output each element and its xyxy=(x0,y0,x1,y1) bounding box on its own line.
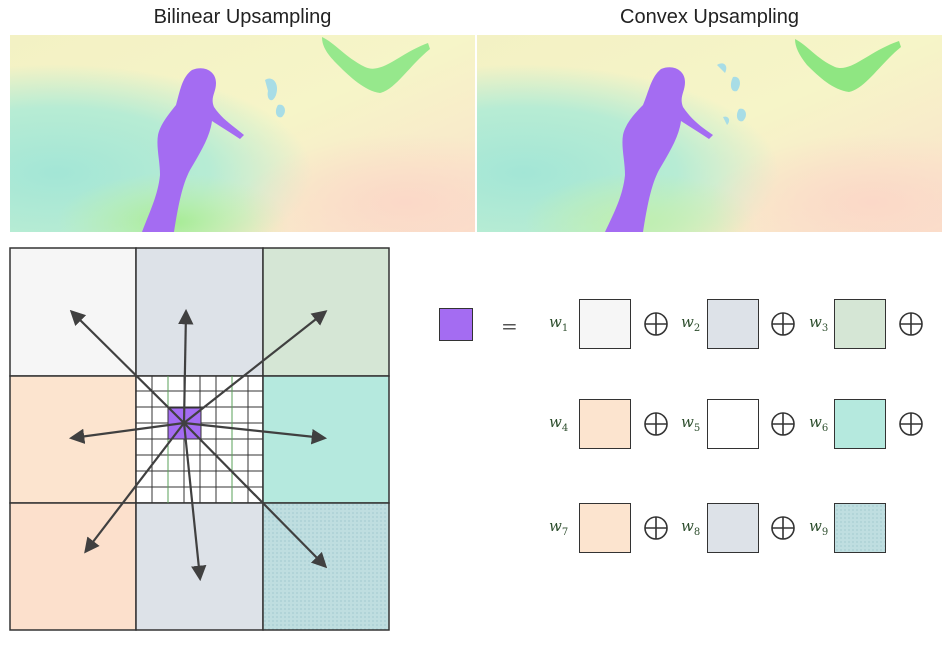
grid-cell-2 xyxy=(135,247,264,377)
weight-swatch-4 xyxy=(579,399,631,449)
circled-plus-icon xyxy=(770,515,796,541)
weight-label-8: w8 xyxy=(681,517,701,538)
convex-upsampling-title: Convex Upsampling xyxy=(620,6,799,28)
circled-plus-icon xyxy=(643,515,669,541)
equals-sign: = xyxy=(501,314,518,338)
weight-label-2: w2 xyxy=(681,313,701,334)
weight-label-7: w7 xyxy=(549,517,569,538)
weight-swatch-8 xyxy=(707,503,759,553)
weight-swatch-9 xyxy=(834,503,886,553)
weight-label-3: w3 xyxy=(809,313,829,334)
circled-plus-icon xyxy=(643,411,669,437)
weight-label-1: w1 xyxy=(549,313,569,334)
weight-swatch-5 xyxy=(707,399,759,449)
weight-label-5: w5 xyxy=(681,413,701,434)
bilinear-upsampling-title: Bilinear Upsampling xyxy=(153,6,332,28)
weight-label-9: w9 xyxy=(809,517,829,538)
grid-cell-4 xyxy=(9,375,137,504)
weight-swatch-2 xyxy=(707,299,759,349)
circled-plus-icon xyxy=(770,311,796,337)
grid-cell-6 xyxy=(262,375,390,504)
result-pixel-swatch xyxy=(439,308,473,341)
weight-swatch-7 xyxy=(579,503,631,553)
weight-arrows xyxy=(68,308,328,582)
circled-plus-icon xyxy=(898,311,924,337)
circled-plus-icon xyxy=(643,311,669,337)
convex-flow-image xyxy=(477,35,942,232)
weight-swatch-3 xyxy=(834,299,886,349)
circled-plus-icon xyxy=(898,411,924,437)
grid-cell-3 xyxy=(262,247,390,377)
grid-cell-7 xyxy=(9,502,137,631)
weight-swatch-6 xyxy=(834,399,886,449)
weight-swatch-1 xyxy=(579,299,631,349)
weight-label-4: w4 xyxy=(549,413,569,434)
weight-label-6: w6 xyxy=(809,413,829,434)
bilinear-flow-svg xyxy=(10,35,475,232)
convex-flow-svg xyxy=(477,35,942,232)
circled-plus-icon xyxy=(770,411,796,437)
bilinear-flow-image xyxy=(10,35,475,232)
